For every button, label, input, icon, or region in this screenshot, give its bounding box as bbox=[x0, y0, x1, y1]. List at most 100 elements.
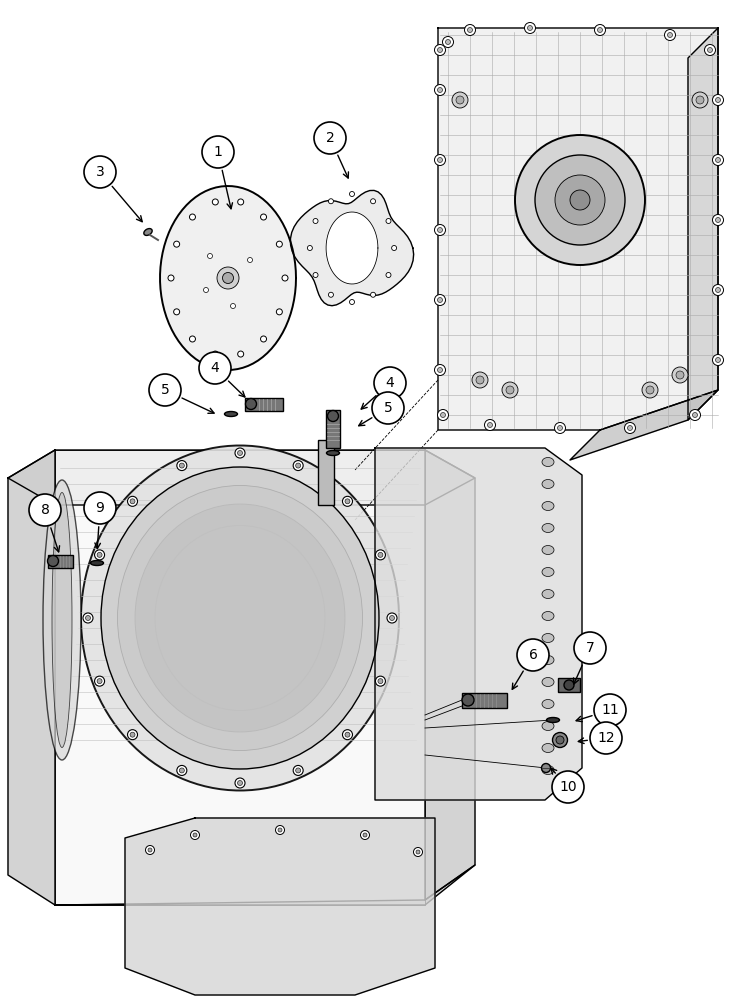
Ellipse shape bbox=[542, 700, 554, 708]
Text: 9: 9 bbox=[96, 501, 105, 515]
Ellipse shape bbox=[294, 765, 303, 775]
Text: 12: 12 bbox=[597, 731, 615, 745]
Ellipse shape bbox=[193, 833, 197, 837]
Ellipse shape bbox=[438, 47, 443, 52]
Ellipse shape bbox=[642, 382, 658, 398]
Ellipse shape bbox=[553, 732, 567, 748]
Ellipse shape bbox=[343, 730, 353, 740]
Ellipse shape bbox=[646, 386, 654, 394]
Ellipse shape bbox=[190, 830, 200, 840]
Ellipse shape bbox=[296, 768, 301, 773]
Ellipse shape bbox=[203, 288, 209, 292]
Ellipse shape bbox=[86, 615, 91, 620]
Ellipse shape bbox=[225, 412, 237, 416]
Ellipse shape bbox=[570, 190, 590, 210]
Ellipse shape bbox=[238, 199, 244, 205]
Ellipse shape bbox=[542, 524, 554, 532]
Ellipse shape bbox=[438, 298, 443, 302]
Ellipse shape bbox=[547, 718, 559, 722]
Ellipse shape bbox=[101, 467, 379, 769]
Polygon shape bbox=[55, 450, 425, 905]
Ellipse shape bbox=[704, 44, 715, 55]
Ellipse shape bbox=[327, 410, 338, 422]
Ellipse shape bbox=[143, 229, 152, 235]
Ellipse shape bbox=[97, 679, 102, 684]
Polygon shape bbox=[375, 448, 582, 800]
Ellipse shape bbox=[345, 499, 350, 504]
Ellipse shape bbox=[118, 486, 362, 750]
Ellipse shape bbox=[97, 552, 102, 557]
Ellipse shape bbox=[173, 241, 179, 247]
Ellipse shape bbox=[441, 412, 446, 418]
Ellipse shape bbox=[386, 272, 391, 277]
Ellipse shape bbox=[326, 450, 340, 456]
Ellipse shape bbox=[438, 410, 449, 420]
Ellipse shape bbox=[690, 410, 701, 420]
Ellipse shape bbox=[556, 736, 564, 744]
Ellipse shape bbox=[712, 284, 723, 296]
Ellipse shape bbox=[672, 367, 688, 383]
Bar bbox=[48, 555, 73, 568]
Bar bbox=[318, 440, 334, 505]
Ellipse shape bbox=[177, 765, 187, 775]
Ellipse shape bbox=[715, 358, 720, 362]
Ellipse shape bbox=[376, 676, 386, 686]
Ellipse shape bbox=[392, 245, 397, 250]
Ellipse shape bbox=[712, 215, 723, 226]
Ellipse shape bbox=[190, 336, 195, 342]
Ellipse shape bbox=[376, 550, 386, 560]
Ellipse shape bbox=[386, 219, 391, 224]
Ellipse shape bbox=[712, 154, 723, 165]
Ellipse shape bbox=[435, 294, 446, 306]
Ellipse shape bbox=[261, 336, 266, 342]
Ellipse shape bbox=[177, 461, 187, 471]
Ellipse shape bbox=[148, 848, 152, 852]
Ellipse shape bbox=[564, 680, 574, 690]
Ellipse shape bbox=[555, 175, 605, 225]
Ellipse shape bbox=[217, 267, 239, 289]
Ellipse shape bbox=[446, 39, 450, 44]
Bar bbox=[326, 410, 340, 448]
Ellipse shape bbox=[238, 351, 244, 357]
Ellipse shape bbox=[91, 560, 103, 566]
Circle shape bbox=[590, 722, 622, 754]
Polygon shape bbox=[125, 818, 435, 995]
Bar bbox=[558, 678, 580, 692]
Ellipse shape bbox=[414, 848, 422, 856]
Ellipse shape bbox=[542, 611, 554, 620]
Ellipse shape bbox=[438, 88, 443, 93]
Ellipse shape bbox=[435, 44, 446, 55]
Polygon shape bbox=[8, 450, 55, 905]
Text: 4: 4 bbox=[386, 376, 395, 390]
Ellipse shape bbox=[502, 382, 518, 398]
Ellipse shape bbox=[506, 386, 514, 394]
Polygon shape bbox=[55, 865, 475, 905]
Polygon shape bbox=[438, 28, 718, 430]
Ellipse shape bbox=[179, 463, 184, 468]
Ellipse shape bbox=[665, 29, 676, 40]
Text: 1: 1 bbox=[214, 145, 223, 159]
Ellipse shape bbox=[275, 826, 285, 834]
Ellipse shape bbox=[349, 192, 354, 196]
Ellipse shape bbox=[135, 504, 345, 732]
Text: 5: 5 bbox=[384, 401, 392, 415]
Ellipse shape bbox=[668, 32, 673, 37]
Ellipse shape bbox=[472, 372, 488, 388]
Ellipse shape bbox=[127, 730, 138, 740]
Circle shape bbox=[517, 639, 549, 671]
Text: 6: 6 bbox=[529, 648, 537, 662]
Ellipse shape bbox=[168, 275, 174, 281]
Ellipse shape bbox=[343, 496, 353, 506]
Ellipse shape bbox=[542, 678, 554, 686]
Polygon shape bbox=[8, 450, 475, 505]
Ellipse shape bbox=[81, 446, 399, 790]
Ellipse shape bbox=[387, 613, 397, 623]
Ellipse shape bbox=[597, 27, 602, 32]
Ellipse shape bbox=[294, 461, 303, 471]
Ellipse shape bbox=[468, 27, 472, 32]
Ellipse shape bbox=[345, 732, 350, 737]
Ellipse shape bbox=[363, 833, 367, 837]
Ellipse shape bbox=[542, 722, 554, 730]
Ellipse shape bbox=[435, 85, 446, 96]
Ellipse shape bbox=[715, 218, 720, 223]
